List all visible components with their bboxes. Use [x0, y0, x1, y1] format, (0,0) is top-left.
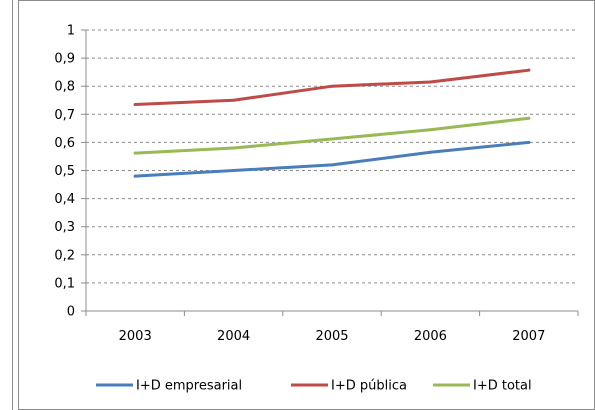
- legend-label: I+D pública: [331, 379, 407, 394]
- legend-label: I+D empresarial: [136, 379, 242, 394]
- x-axis-ticks: 2003 2004 2005 2006 2007: [119, 329, 546, 344]
- x-tick-label: 2006: [414, 329, 447, 344]
- y-tick-label: 0,4: [54, 192, 75, 207]
- x-tick-label: 2003: [119, 329, 152, 344]
- data-point: [428, 80, 432, 84]
- data-point: [232, 169, 236, 172]
- data-point: [330, 137, 334, 141]
- data-point: [527, 116, 531, 120]
- legend: I+D empresarial I+D pública I+D total: [96, 379, 532, 394]
- data-point: [232, 98, 236, 102]
- y-tick-label: 0,6: [54, 136, 75, 151]
- chart-frame: [18, 0, 595, 410]
- data-point: [330, 84, 334, 88]
- data-point: [330, 163, 334, 167]
- series-line-1: [133, 140, 531, 178]
- y-tick-label: 0: [67, 305, 75, 320]
- x-tick-label: 2004: [217, 329, 250, 344]
- data-point: [133, 102, 137, 106]
- data-point: [428, 128, 432, 132]
- data-point: [527, 68, 531, 72]
- y-tick-label: 0,8: [54, 80, 75, 95]
- y-tick-label: 0,3: [54, 220, 75, 235]
- gridlines: [86, 29, 578, 284]
- data-point: [428, 150, 432, 154]
- y-tick-label: 0,2: [54, 248, 75, 263]
- left-panel-edge: [0, 0, 13, 410]
- data-point: [527, 140, 531, 144]
- y-tick-label: 0,1: [54, 276, 75, 291]
- legend-label: I+D total: [473, 379, 532, 394]
- series-lines: [133, 68, 531, 178]
- y-tick-label: 0,5: [54, 164, 75, 179]
- axes: [81, 29, 579, 316]
- data-point: [133, 151, 137, 155]
- data-point: [133, 174, 137, 178]
- x-tick-label: 2007: [512, 329, 545, 344]
- y-tick-label: 0,7: [54, 108, 75, 123]
- data-point: [232, 146, 236, 150]
- y-tick-label: 1: [67, 24, 75, 39]
- y-tick-label: 0,9: [54, 52, 75, 67]
- y-axis-ticks: 0 0,1 0,2 0,3 0,4 0,5 0,6 0,7 0,8 0,9 1: [54, 24, 75, 320]
- x-tick-label: 2005: [315, 329, 348, 344]
